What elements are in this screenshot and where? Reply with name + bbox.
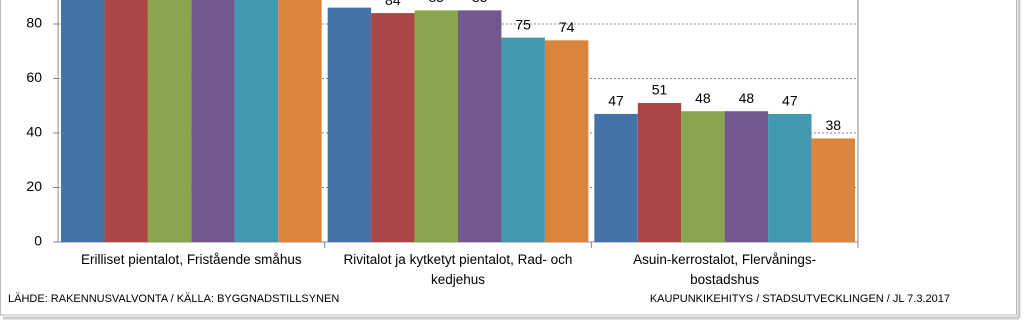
bar <box>594 113 638 242</box>
value-label: 86 <box>342 0 358 2</box>
bar <box>191 0 235 242</box>
value-label: 85 <box>472 0 488 5</box>
value-label: 47 <box>608 93 624 109</box>
x-tick-label: Asuin-kerrostalot, Flervånings-bostadshu… <box>633 252 817 287</box>
bar <box>104 0 148 242</box>
bar <box>724 111 769 242</box>
source-left: LÄHDE: RAKENNUSVALVONTA / KÄLLA: BYGGNAD… <box>8 293 340 305</box>
source-right: KAUPUNKIKEHITYS / STADSUTVECKLINGEN / JL… <box>649 293 950 305</box>
y-tick-label: 60 <box>26 69 42 85</box>
bar <box>501 37 545 242</box>
bar <box>458 10 502 242</box>
y-tick-label: 80 <box>26 15 42 31</box>
x-tick-label: Erilliset pientalot, Fristående småhus <box>81 252 302 267</box>
bar <box>681 111 725 242</box>
value-label: 84 <box>385 0 401 8</box>
value-label: 48 <box>739 90 755 106</box>
value-label: 51 <box>652 82 668 98</box>
bar <box>371 13 415 242</box>
bar <box>327 7 372 243</box>
value-label: 85 <box>428 0 444 5</box>
value-label: 47 <box>782 93 798 109</box>
bar <box>61 0 105 243</box>
y-tick-label: 0 <box>34 233 42 249</box>
y-tick-label: 40 <box>26 124 42 140</box>
bar <box>147 0 192 243</box>
bar <box>234 0 279 243</box>
value-label: 48 <box>695 90 711 106</box>
bar <box>278 0 322 242</box>
bar <box>414 10 458 242</box>
value-label: 75 <box>515 16 531 32</box>
bar <box>544 40 589 242</box>
bar <box>811 138 855 242</box>
x-tick-label: Rivitalot ja kytketyt pientalot, Rad- oc… <box>343 252 573 287</box>
bar <box>768 113 812 242</box>
y-tick-label: 20 <box>26 178 42 194</box>
value-label: 74 <box>559 19 575 35</box>
value-label: 38 <box>825 117 841 133</box>
bar <box>637 103 682 243</box>
